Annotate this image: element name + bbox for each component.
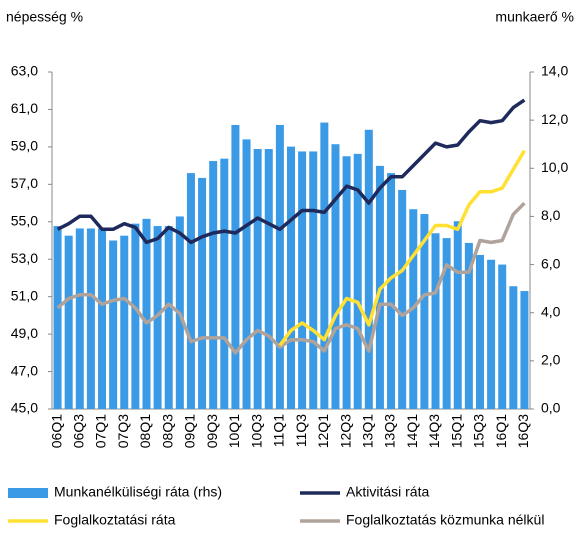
bar — [364, 129, 373, 409]
line — [56, 201, 526, 355]
bar — [242, 139, 251, 409]
bar — [220, 158, 229, 409]
y2-tick-label: 8,0 — [541, 207, 561, 223]
legend-swatch — [8, 488, 48, 498]
x-tick-label: 12Q3 — [337, 414, 353, 448]
bar — [387, 173, 396, 409]
bar — [498, 264, 507, 409]
x-tick-label: 11Q3 — [293, 414, 309, 447]
x-tick-label: 08Q1 — [137, 414, 153, 448]
y-tick-label: 61,0 — [11, 100, 38, 116]
x-tick-label: 09Q1 — [182, 414, 198, 448]
y-tick-label: 55,0 — [11, 212, 38, 228]
y-tick-label: 49,0 — [11, 325, 38, 341]
y2-tick-label: 6,0 — [541, 255, 561, 271]
x-tick-label: 07Q1 — [93, 414, 109, 448]
bar — [475, 254, 484, 409]
bar — [231, 124, 240, 409]
bar — [487, 259, 496, 409]
x-tick-label: 06Q1 — [48, 414, 64, 448]
bar — [209, 161, 218, 409]
bar — [509, 286, 518, 409]
bar — [198, 177, 207, 409]
y-tick-label: 59,0 — [11, 138, 38, 154]
bar — [120, 235, 129, 409]
legend-label: Foglalkoztatási ráta — [54, 512, 176, 528]
x-tick-label: 06Q3 — [70, 414, 86, 448]
bar — [109, 240, 118, 409]
bar — [420, 214, 429, 409]
legend-label: Aktivitási ráta — [346, 484, 429, 500]
bar — [164, 226, 173, 409]
bar — [309, 151, 318, 409]
x-tick-label: 16Q1 — [493, 414, 509, 448]
y-tick-label: 51,0 — [11, 287, 38, 303]
x-tick-label: 11Q1 — [271, 414, 287, 447]
x-tick-label: 09Q3 — [204, 414, 220, 448]
y2-tick-label: 12,0 — [541, 111, 568, 127]
bar — [453, 221, 462, 409]
x-tick-label: 08Q3 — [159, 414, 175, 448]
bar — [142, 218, 151, 409]
x-tick-label: 12Q1 — [315, 414, 331, 448]
bar — [186, 173, 195, 409]
bar — [64, 235, 73, 409]
bar — [264, 149, 273, 409]
x-tick-label: 16Q3 — [515, 414, 531, 448]
y2-tick-label: 0,0 — [541, 400, 561, 416]
bar — [298, 151, 307, 409]
x-tick-label: 10Q1 — [226, 414, 242, 448]
y2-tick-label: 4,0 — [541, 303, 561, 319]
y-axis-label: népesség % — [6, 9, 83, 25]
x-tick-label: 13Q3 — [382, 414, 398, 448]
line — [56, 98, 526, 245]
x-tick-label: 14Q3 — [426, 414, 442, 448]
bar — [98, 228, 107, 409]
line — [278, 149, 526, 347]
bar — [442, 238, 451, 409]
y2-tick-label: 14,0 — [541, 63, 568, 79]
bar — [275, 124, 284, 409]
y2-axis-label: munkaerő % — [495, 9, 574, 25]
y-tick-label: 45,0 — [11, 400, 38, 416]
legend-label: Foglalkoztatás közmunka nélkül — [346, 512, 544, 528]
x-tick-label: 10Q3 — [248, 414, 264, 448]
bar — [286, 146, 296, 409]
x-tick-label: 15Q3 — [471, 414, 487, 448]
y-tick-label: 53,0 — [11, 250, 38, 266]
bar — [86, 228, 95, 409]
bar — [253, 149, 262, 409]
bar — [431, 233, 440, 409]
x-tick-label: 14Q1 — [404, 414, 420, 448]
y-tick-label: 57,0 — [11, 175, 38, 191]
bar — [342, 156, 351, 409]
bar — [520, 291, 529, 409]
bar — [131, 223, 140, 409]
bar — [153, 226, 162, 409]
y-tick-label: 63,0 — [11, 63, 38, 79]
legend-label: Munkanélküliségi ráta (rhs) — [54, 484, 222, 500]
bar — [75, 228, 84, 409]
x-tick-label: 13Q1 — [360, 414, 376, 448]
y2-tick-label: 2,0 — [541, 352, 561, 368]
y2-tick-label: 10,0 — [541, 159, 568, 175]
bar — [353, 153, 362, 409]
bar — [331, 144, 340, 409]
y-tick-label: 47,0 — [11, 362, 38, 378]
x-tick-label: 07Q3 — [115, 414, 131, 448]
bar — [398, 189, 407, 409]
x-tick-label: 15Q1 — [448, 414, 464, 448]
bar — [464, 242, 473, 409]
bar — [53, 226, 62, 409]
bar — [320, 122, 329, 410]
